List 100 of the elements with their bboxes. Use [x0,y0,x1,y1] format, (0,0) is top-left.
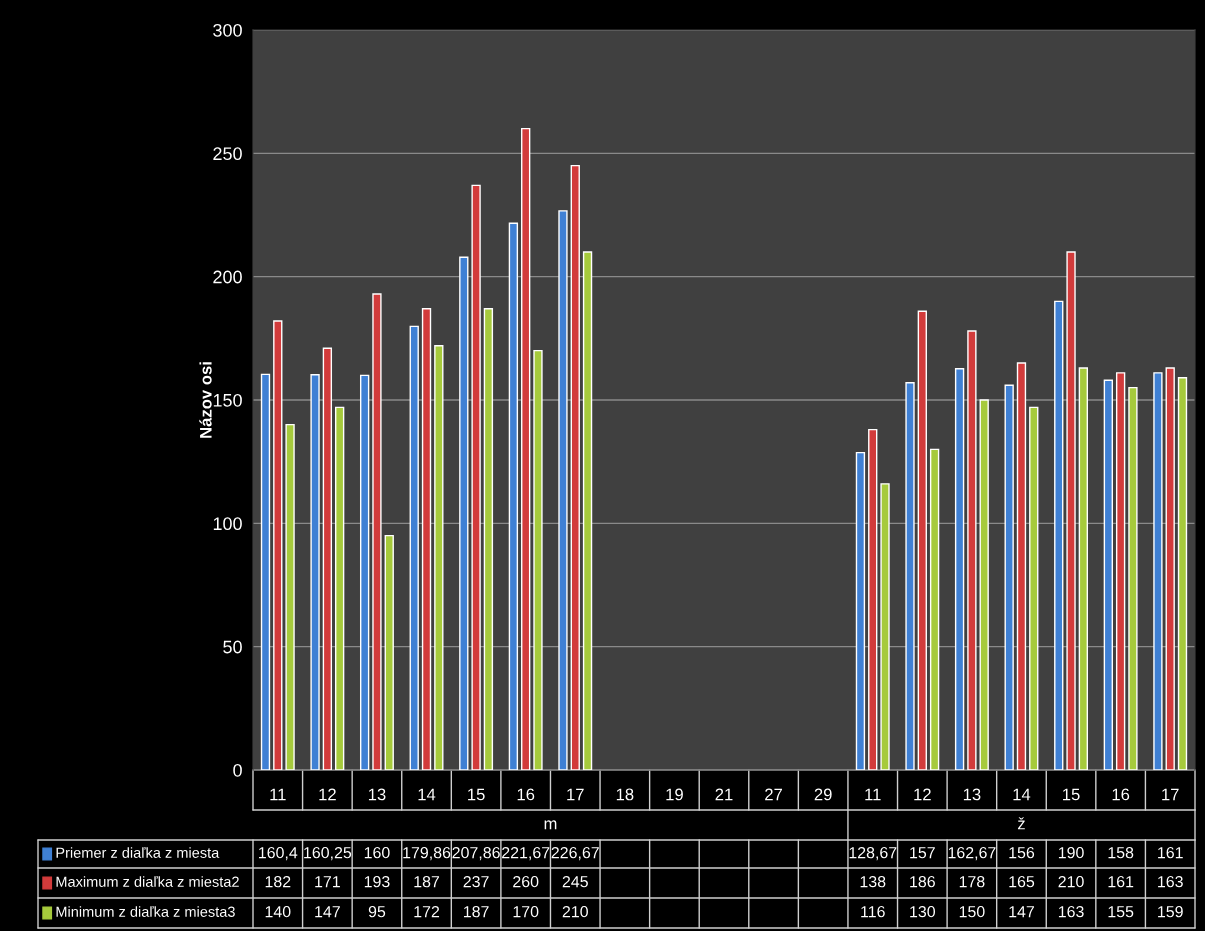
legend-label: Priemer z diaľka z miesta [56,847,220,858]
bar [521,127,531,770]
data-label: 155 [1108,906,1134,918]
bar [1004,384,1014,770]
data-label: 140 [265,905,291,918]
x-tick-label: 14 [1013,788,1031,801]
data-label: 162,67 [948,846,996,861]
bar [1016,362,1027,770]
bar [967,330,977,770]
bar [917,310,927,770]
x-tick-label: 11 [865,788,881,801]
data-label: 161 [1108,875,1134,888]
x-tick-label: 16 [517,788,535,801]
y-tick-label: 50 [223,640,242,654]
x-tick-label: 14 [418,788,436,801]
data-label: 210 [562,905,588,918]
bar [359,374,370,770]
data-label: 161 [1158,846,1183,859]
data-label: 160,25 [304,846,352,861]
x-tick-label: 27 [765,788,783,801]
x-tick-label: 29 [814,788,832,801]
data-label: 95 [368,905,386,918]
data-label: 193 [364,875,390,888]
bar [868,428,878,770]
bar [1153,372,1163,770]
text: ž [1017,817,1025,830]
y-tick-label: 200 [213,270,242,284]
data-label: 160 [364,846,390,859]
x-tick-label: 17 [1162,788,1179,801]
legend-label: Maximum z diaľka z miesta2 [56,876,239,887]
data-label: 186 [910,875,935,888]
data-label: 163 [1058,905,1084,918]
data-label: 116 [861,905,885,918]
bar [335,406,345,770]
bar [880,483,890,770]
x-tick-label: 21 [715,788,733,801]
bar [409,325,419,770]
data-label: 165 [1009,875,1035,888]
data-label: 157 [910,847,935,859]
x-tick-label: 12 [319,788,336,801]
y-tick-label: 0 [233,763,242,777]
bar [1128,386,1138,770]
bar [384,534,394,770]
bar [459,256,469,770]
legend-label: Minimum z diaľka z miesta3 [56,906,235,917]
data-label: 207,86 [452,846,500,861]
data-label: 138 [860,875,886,888]
y-tick-label: 150 [213,393,242,407]
bar [285,423,295,770]
y-tick-label: 100 [213,517,242,531]
x-tick-label: 11 [270,788,286,801]
bar [533,349,543,770]
bar [322,347,333,770]
bar [1066,251,1076,770]
x-tick-label: 12 [914,788,931,801]
bar [471,184,481,770]
data-label: 160,4 [259,846,298,861]
x-tick-label: 13 [963,788,981,801]
x-tick-label: 17 [567,788,584,801]
y-axis-title: Názov osi [199,362,212,438]
data-label: 170 [513,905,539,918]
data-label: 260 [513,875,539,888]
bar [273,320,283,770]
y-tick-label: 300 [213,23,242,37]
data-label: 158 [1108,846,1134,859]
data-label: 221,67 [502,846,550,861]
bar [558,210,568,770]
data-label: 150 [959,905,985,918]
bar [582,251,593,770]
data-label: 171 [315,876,340,888]
bar [954,368,965,770]
data-label: 187 [464,905,489,918]
bar [434,345,444,770]
bar [1078,367,1089,770]
bar [1165,367,1175,770]
bar [1115,372,1126,770]
bar [1177,377,1188,770]
data-label: 163 [1158,875,1183,888]
bar [979,399,989,770]
data-label: 190 [1058,846,1084,859]
data-label: 237 [463,875,489,888]
data-label: 210 [1058,875,1084,888]
x-tick-label: 13 [368,788,386,801]
x-tick-label: 16 [1112,788,1130,801]
text: m [544,820,557,830]
bar [929,448,940,770]
bar [855,451,866,770]
bar [421,308,432,770]
data-label: 130 [910,905,936,918]
y-tick-label: 250 [213,147,242,161]
bar [260,373,271,770]
bar [1029,406,1039,770]
bar [570,164,580,770]
data-label: 245 [562,875,588,888]
bar [372,293,382,770]
data-label: 128,67 [849,846,897,861]
x-tick-label: 18 [616,788,634,801]
data-label: 147 [1009,906,1034,918]
data-label: 172 [414,905,440,918]
data-label: 187 [414,875,440,888]
